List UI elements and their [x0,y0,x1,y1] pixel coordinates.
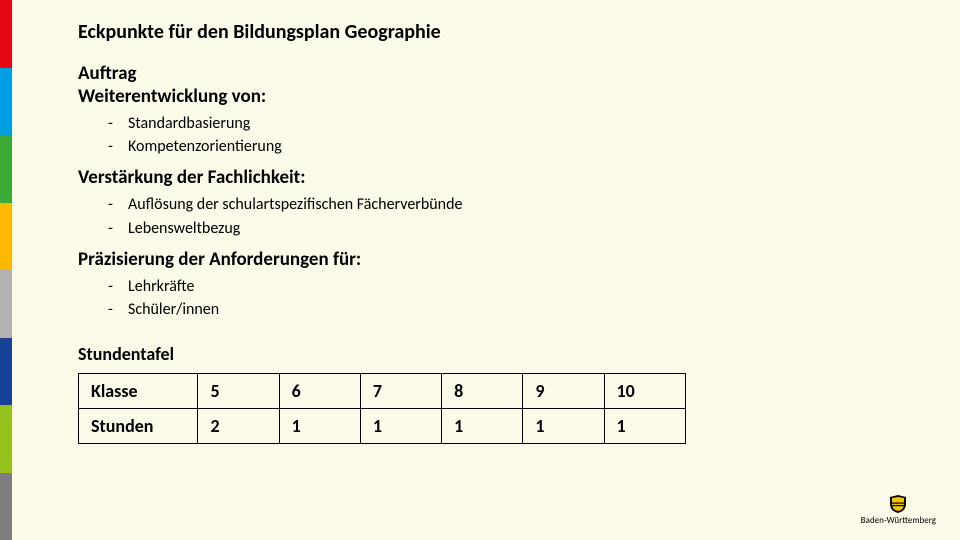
bullet-list: Standardbasierung Kompetenzorientierung [128,112,898,158]
stundentafel-table: Klasse 5 6 7 8 9 10 Stunden 2 1 1 1 1 1 [78,373,686,444]
sidebar-stripe [0,270,12,338]
table-cell: 2 [198,409,279,444]
sidebar-stripe [0,338,12,406]
table-cell: 9 [523,374,604,409]
sidebar-stripe [0,405,12,473]
table-cell: 1 [360,409,441,444]
slide-content: Eckpunkte für den Bildungsplan Geographi… [78,20,898,444]
bullet-list: Lehrkräfte Schüler/innen [128,275,898,321]
table-cell: 1 [279,409,360,444]
list-item: Kompetenzorientierung [128,135,898,158]
sidebar-stripe [0,0,12,68]
sidebar-stripe [0,68,12,136]
table-cell: 1 [604,409,685,444]
list-item: Auflösung der schulartspezifischen Fäche… [128,193,898,216]
table-cell: Stunden [79,409,198,444]
list-item: Standardbasierung [128,112,898,135]
table-cell: 5 [198,374,279,409]
bullet-list: Auflösung der schulartspezifischen Fäche… [128,193,898,239]
table-cell: 1 [523,409,604,444]
sidebar-stripe [0,135,12,203]
footer-logo: Baden-Württemberg [861,495,936,526]
section-subheading: Weiterentwicklung von: [78,85,898,108]
table-cell: 10 [604,374,685,409]
sidebar-stripe [0,473,12,540]
table-row: Klasse 5 6 7 8 9 10 [79,374,686,409]
table-cell: Klasse [79,374,198,409]
table-cell: 8 [442,374,523,409]
page-title: Eckpunkte für den Bildungsplan Geographi… [78,20,898,44]
table-row: Stunden 2 1 1 1 1 1 [79,409,686,444]
sidebar-stripe [0,203,12,271]
list-item: Lehrkräfte [128,275,898,298]
crest-icon [861,495,936,516]
list-item: Schüler/innen [128,298,898,321]
table-cell: 1 [442,409,523,444]
section-heading: Präzisierung der Anforderungen für: [78,248,898,271]
footer-text: Baden-Württemberg [861,516,936,526]
section-heading: Auftrag [78,62,898,85]
list-item: Lebensweltbezug [128,217,898,240]
table-heading: Stundentafel [78,343,898,365]
table-cell: 6 [279,374,360,409]
table-cell: 7 [360,374,441,409]
color-sidebar [0,0,12,540]
section-heading: Verstärkung der Fachlichkeit: [78,166,898,189]
